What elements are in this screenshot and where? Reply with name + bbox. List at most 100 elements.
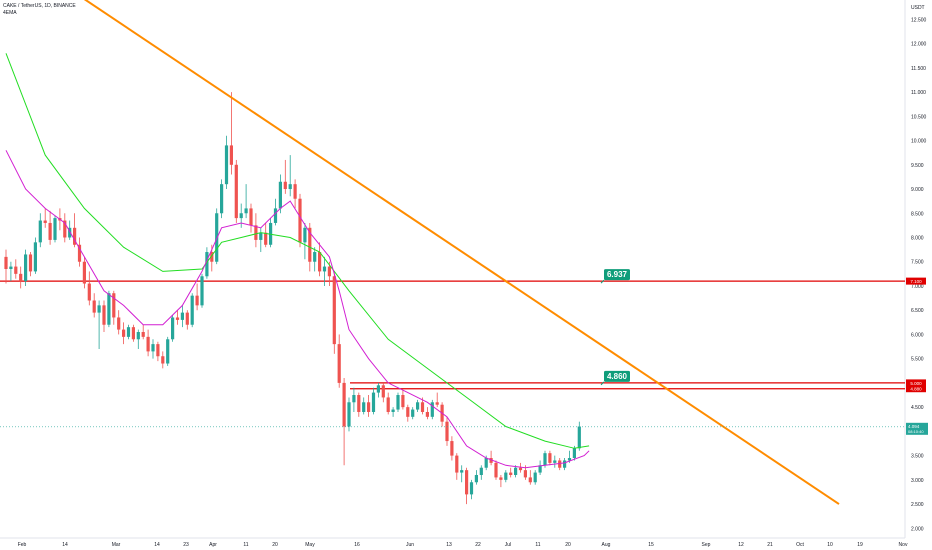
currency-label: USDT: [911, 5, 925, 11]
candle-body: [43, 220, 47, 223]
trendline[interactable]: [6, 0, 840, 505]
current-price-box: [906, 422, 928, 435]
candle-body: [14, 266, 18, 274]
candle-body: [220, 184, 224, 214]
candle-body: [401, 395, 405, 408]
candle-body: [318, 252, 322, 272]
price-tick-label: 10.000: [911, 139, 927, 145]
time-tick-label: 22: [475, 542, 481, 548]
candle-body: [288, 184, 292, 190]
time-tick-label: 11: [243, 542, 248, 548]
time-tick-label: Nov: [899, 542, 908, 548]
candle-body: [416, 402, 420, 410]
candle-body: [303, 227, 307, 243]
price-tick-label: 11.500: [911, 66, 926, 72]
level-note-label: 4.860: [607, 372, 628, 381]
candle-body: [484, 458, 488, 468]
time-tick-label: 20: [565, 542, 571, 548]
candle-body: [342, 382, 346, 427]
time-tick-label: 16: [354, 542, 360, 548]
time-tick-label: Sep: [702, 542, 711, 548]
candle-body: [190, 295, 194, 325]
candle-body: [293, 184, 297, 199]
candle-body: [19, 273, 23, 282]
candles: [4, 92, 581, 505]
candle-body: [494, 462, 498, 478]
candle-body: [420, 402, 425, 412]
candle-body: [180, 312, 184, 320]
candle-body: [131, 327, 135, 340]
candle-body: [200, 276, 204, 306]
price-axis[interactable]: USDT 12.500 12.000 11.500 11.000 10.500 10.00…: [911, 5, 927, 532]
candle-body: [337, 344, 341, 383]
candle-body: [504, 472, 508, 480]
time-axis[interactable]: Feb 14 Mar 14 23 Apr 11 20 May 16 Jun 13 22 Jul 11 20 Au…: [18, 542, 908, 548]
level-note-box: [604, 269, 630, 281]
time-tick-label: 23: [183, 542, 189, 548]
candle-body: [376, 385, 380, 393]
candle-body: [362, 402, 366, 412]
time-tick-label: Feb: [18, 542, 27, 548]
indicator-legend: 4EMA: [3, 10, 17, 16]
candle-body: [224, 145, 229, 185]
candle-body: [533, 472, 537, 483]
price-tick-label: 12.000: [911, 42, 927, 48]
time-tick-label: Apr: [209, 542, 217, 548]
level-price-tag-text: 4.880: [910, 387, 922, 392]
candle-body: [156, 344, 160, 357]
candle-body: [122, 329, 126, 337]
candle-body: [357, 395, 361, 412]
time-tick-label: 20: [272, 542, 278, 548]
price-tick-label: 2.500: [911, 502, 924, 508]
candle-body: [283, 181, 287, 190]
candle-body: [381, 385, 385, 398]
time-tick-label: 19: [857, 542, 863, 548]
candle-body: [406, 407, 410, 417]
candle-body: [322, 266, 327, 272]
candle-body: [455, 455, 459, 473]
candle-body: [474, 474, 478, 483]
price-tick-label: 9.000: [911, 187, 924, 193]
candle-body: [518, 467, 523, 471]
candle-body: [234, 164, 238, 219]
price-tick-label: 12.500: [911, 17, 927, 23]
time-tick-label: Jun: [406, 542, 414, 548]
candle-body: [126, 327, 131, 337]
price-tick-label: 7.500: [911, 260, 924, 266]
candle-body: [548, 453, 552, 463]
level-price-tag: [906, 385, 926, 393]
candle-body: [450, 441, 454, 456]
candle-body: [371, 392, 376, 412]
candle-body: [567, 458, 572, 461]
candle-body: [445, 421, 449, 442]
horizontal-levels[interactable]: 7.100 6.937 5.000 4.860 4.880: [0, 269, 926, 393]
candle-body: [278, 181, 282, 209]
candle-body: [28, 254, 33, 272]
candle-body: [479, 467, 483, 475]
level-note-box: [604, 370, 630, 382]
candle-body: [352, 395, 356, 403]
price-tick-label: 6.000: [911, 332, 924, 338]
candle-body: [509, 472, 513, 475]
candle-body: [24, 254, 28, 282]
price-tick-label: 9.500: [911, 163, 924, 169]
candle-body: [259, 232, 263, 240]
candle-body: [175, 317, 180, 320]
time-tick-label: Aug: [602, 542, 611, 548]
price-tick-label: 6.500: [911, 308, 924, 314]
candle-body: [77, 244, 82, 262]
price-tick-label: 4.500: [911, 405, 924, 411]
price-tick-label: 3.000: [911, 478, 924, 484]
price-tick-label: 5.500: [911, 357, 924, 363]
candle-body: [465, 470, 469, 495]
candle-body: [264, 232, 268, 245]
price-tick-label: 11.000: [911, 90, 926, 96]
candle-body: [38, 220, 42, 243]
candle-body: [229, 145, 233, 165]
level-price-tag: [906, 379, 926, 387]
time-tick-label: 10: [827, 542, 833, 548]
level-price-tag-text: 7.100: [910, 279, 922, 284]
candle-body: [141, 332, 145, 337]
candle-body: [205, 252, 209, 277]
